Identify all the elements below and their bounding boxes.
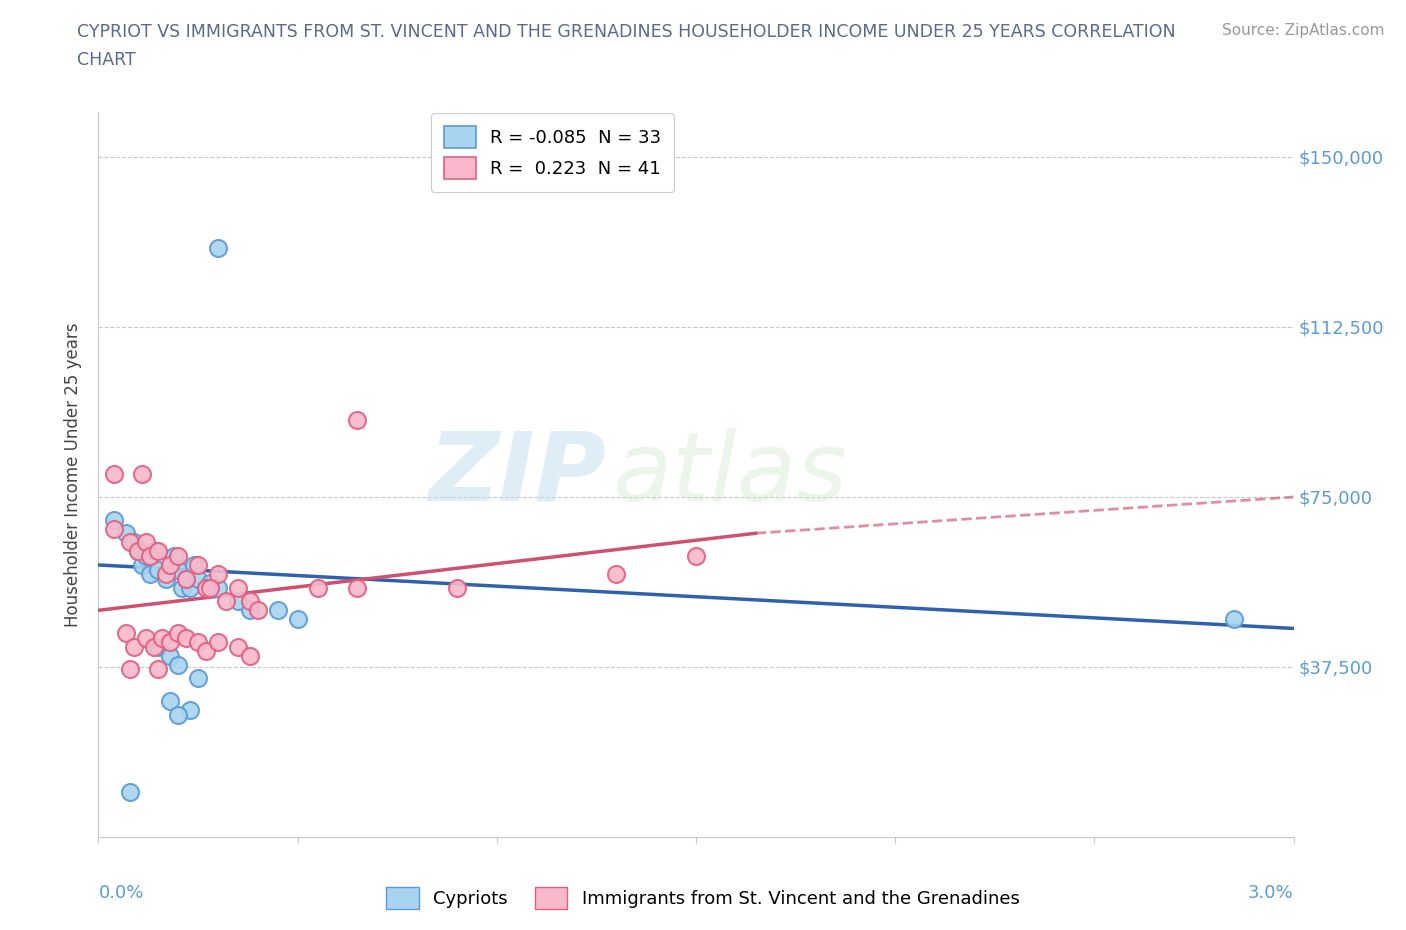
Point <box>167 626 190 641</box>
Point <box>446 580 468 595</box>
Point <box>172 580 194 595</box>
Point <box>239 594 262 609</box>
Text: 0.0%: 0.0% <box>98 884 143 902</box>
Point <box>226 639 249 654</box>
Point <box>183 558 205 573</box>
Point <box>187 634 209 649</box>
Text: atlas: atlas <box>613 428 848 521</box>
Point <box>124 639 146 654</box>
Point <box>207 566 229 581</box>
Text: CYPRIOT VS IMMIGRANTS FROM ST. VINCENT AND THE GRENADINES HOUSEHOLDER INCOME UND: CYPRIOT VS IMMIGRANTS FROM ST. VINCENT A… <box>77 23 1175 41</box>
Text: 3.0%: 3.0% <box>1249 884 1294 902</box>
Legend: R = -0.085  N = 33, R =  0.223  N = 41: R = -0.085 N = 33, R = 0.223 N = 41 <box>430 113 675 192</box>
Point <box>131 558 153 573</box>
Point <box>198 576 221 591</box>
Text: CHART: CHART <box>77 51 136 69</box>
Text: ZIP: ZIP <box>429 428 606 521</box>
Point <box>135 549 157 564</box>
Point <box>167 562 190 577</box>
Point <box>174 571 197 586</box>
Point <box>685 549 707 564</box>
Point <box>127 544 149 559</box>
Point <box>103 467 125 482</box>
Point <box>159 634 181 649</box>
Point <box>148 662 170 677</box>
Point <box>207 634 229 649</box>
Point <box>246 603 269 618</box>
Point <box>143 544 166 559</box>
Point <box>226 580 249 595</box>
Point <box>124 535 146 550</box>
Point <box>605 566 627 581</box>
Point <box>198 580 221 595</box>
Point <box>143 639 166 654</box>
Point <box>1223 612 1246 627</box>
Point <box>120 662 142 677</box>
Point <box>135 631 157 645</box>
Point <box>187 558 209 573</box>
Point <box>195 644 218 658</box>
Point <box>163 549 186 564</box>
Point <box>167 549 190 564</box>
Point <box>120 535 142 550</box>
Point <box>135 535 157 550</box>
Point <box>187 671 209 685</box>
Point <box>115 525 138 540</box>
Point <box>346 580 368 595</box>
Point <box>287 612 309 627</box>
Point <box>115 626 138 641</box>
Point <box>239 603 262 618</box>
Point <box>148 562 170 577</box>
Point <box>155 571 177 586</box>
Point <box>226 594 249 609</box>
Point <box>159 558 181 573</box>
Point <box>179 703 201 718</box>
Point <box>103 521 125 536</box>
Point <box>215 594 238 609</box>
Point <box>139 549 162 564</box>
Point <box>174 631 197 645</box>
Point <box>346 413 368 428</box>
Point <box>103 512 125 527</box>
Point <box>120 784 142 799</box>
Text: Source: ZipAtlas.com: Source: ZipAtlas.com <box>1222 23 1385 38</box>
Point <box>167 658 190 672</box>
Point <box>148 639 170 654</box>
Y-axis label: Householder Income Under 25 years: Householder Income Under 25 years <box>65 322 83 627</box>
Point <box>307 580 329 595</box>
Point <box>187 571 209 586</box>
Point <box>207 240 229 255</box>
Legend: Cypriots, Immigrants from St. Vincent and the Grenadines: Cypriots, Immigrants from St. Vincent an… <box>380 880 1026 916</box>
Point <box>159 648 181 663</box>
Point <box>195 580 218 595</box>
Point <box>159 694 181 709</box>
Point <box>127 544 149 559</box>
Point <box>131 467 153 482</box>
Point <box>155 566 177 581</box>
Point <box>207 580 229 595</box>
Point <box>150 631 173 645</box>
Point <box>239 648 262 663</box>
Point <box>139 566 162 581</box>
Point <box>267 603 290 618</box>
Point <box>174 571 197 586</box>
Point <box>179 580 201 595</box>
Point <box>167 707 190 722</box>
Point <box>148 544 170 559</box>
